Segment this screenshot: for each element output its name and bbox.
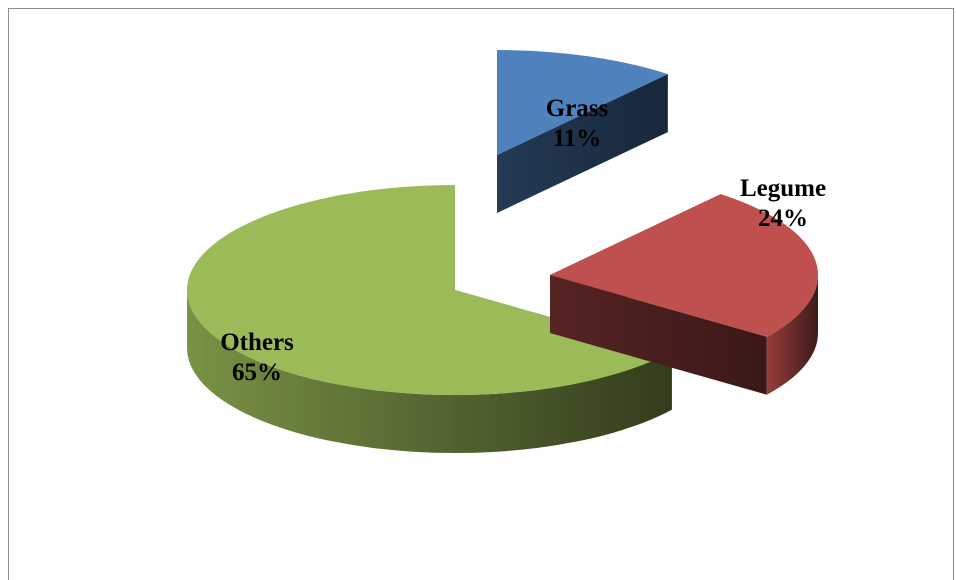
data-label-legume-name: Legume <box>740 175 826 202</box>
slice-grass-top <box>497 50 668 155</box>
slice-others <box>186 185 672 453</box>
data-label-legume-value: 24% <box>758 205 808 232</box>
slice-layer <box>186 50 818 453</box>
slice-legume-top <box>550 194 818 337</box>
slice-legume-cut-face-1 <box>550 275 767 395</box>
data-label-others-value: 65% <box>232 359 282 386</box>
data-label-others-name: Others <box>220 329 294 356</box>
slice-others-top <box>186 185 672 396</box>
data-label-layer: Grass 11% Legume 24% Others 65% <box>220 95 826 386</box>
slice-legume-side-0 <box>766 275 818 395</box>
slice-grass <box>497 50 668 214</box>
slice-others-side-0 <box>187 290 672 453</box>
slice-grass-cut-face-1 <box>497 74 668 214</box>
slice-legume <box>550 194 818 395</box>
data-label-grass-value: 11% <box>553 125 602 152</box>
data-label-grass-name: Grass <box>546 95 609 122</box>
